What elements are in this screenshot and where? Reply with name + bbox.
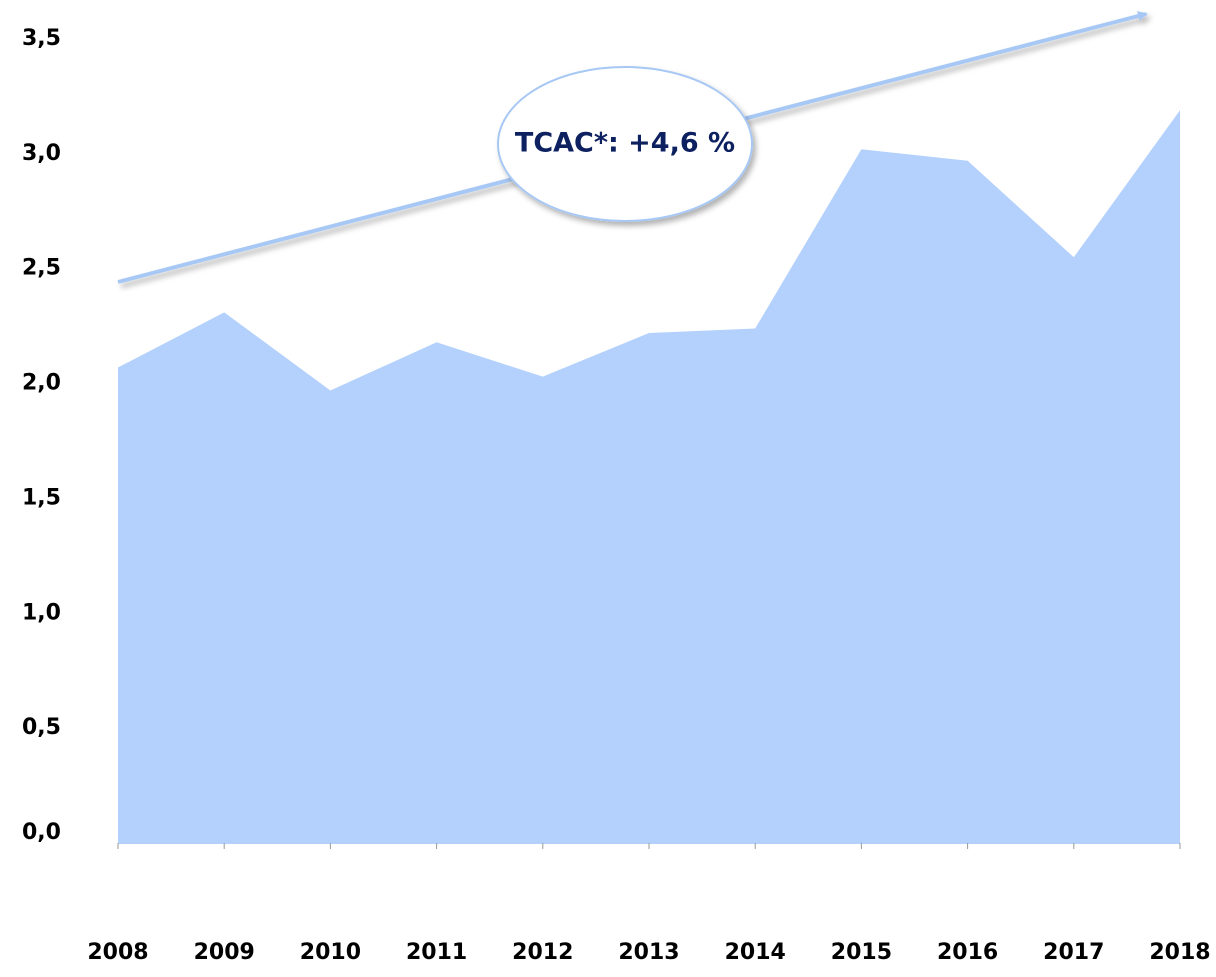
x-tick-label: 2015 bbox=[831, 940, 892, 965]
x-tick-label: 2017 bbox=[1043, 940, 1104, 965]
y-tick-label: 1,5 bbox=[22, 485, 61, 510]
x-tick-label: 2011 bbox=[406, 940, 467, 965]
area bbox=[118, 110, 1180, 843]
x-tick-label: 2013 bbox=[618, 940, 679, 965]
plot-area bbox=[117, 110, 1181, 849]
x-tick-label: 2016 bbox=[937, 940, 998, 965]
x-tick-label: 2009 bbox=[194, 940, 255, 965]
y-tick-label: 2,0 bbox=[22, 371, 61, 396]
y-tick-label: 3,0 bbox=[22, 141, 61, 166]
x-tick-label: 2014 bbox=[725, 940, 786, 965]
y-tick-label: 3,5 bbox=[22, 26, 61, 51]
annotation-bubble bbox=[497, 66, 753, 222]
y-tick-label: 0,5 bbox=[22, 715, 61, 740]
x-tick-label: 2018 bbox=[1149, 940, 1210, 965]
x-tick-label: 2012 bbox=[512, 940, 573, 965]
y-tick-label: 0,0 bbox=[22, 820, 61, 845]
y-tick-label: 2,5 bbox=[22, 256, 61, 281]
x-tick-label: 2010 bbox=[300, 940, 361, 965]
annotation: TCAC*: +4,6 % bbox=[515, 128, 735, 159]
x-tick-label: 2008 bbox=[87, 940, 148, 965]
y-tick-label: 1,0 bbox=[22, 600, 61, 625]
